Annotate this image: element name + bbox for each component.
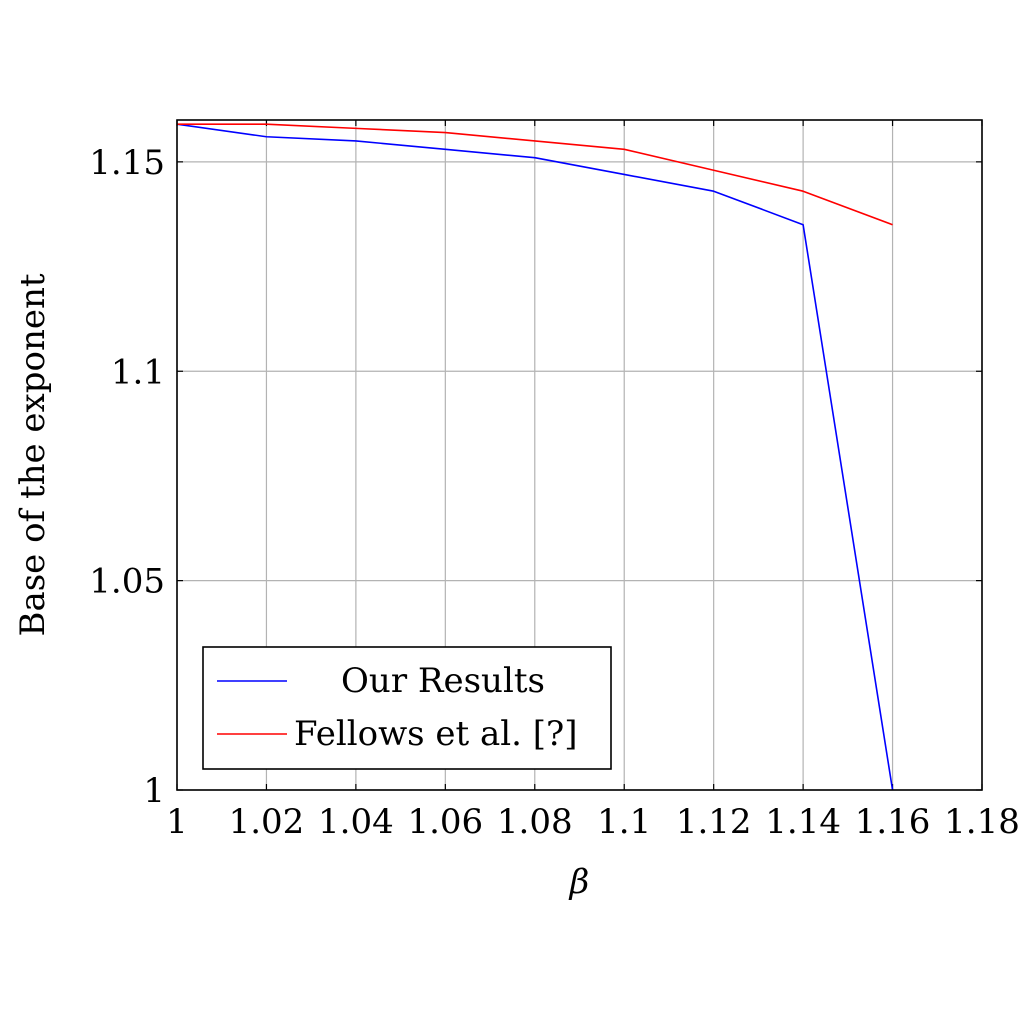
x-tick-label: 1.02	[229, 802, 305, 842]
y-tick-label: 1.15	[89, 143, 165, 183]
x-tick-label: 1.14	[765, 802, 841, 842]
x-tick-label: 1.08	[497, 802, 573, 842]
x-tick-label: 1	[166, 802, 188, 842]
y-axis-label: Base of the exponent	[13, 273, 53, 636]
y-tick-label: 1.05	[89, 562, 165, 602]
legend: Our Results Fellows et al. [?]	[202, 646, 612, 770]
x-tick-label: 1.18	[944, 802, 1020, 842]
x-tick-label: 1.1	[597, 802, 651, 842]
plot-frame	[176, 119, 983, 791]
x-axis-label: β	[568, 862, 590, 902]
series-line-1	[177, 123, 893, 226]
x-tick-labels: 1 1.02 1.04 1.06 1.08 1.1 1.12 1.14 1.16 1.18	[166, 802, 1020, 842]
y-tick-label: 1.1	[111, 352, 165, 392]
series-line-0	[176, 123, 894, 791]
legend-label-our-results: Our Results	[341, 661, 545, 701]
x-tick-label: 1.16	[855, 802, 931, 842]
legend-box	[202, 646, 612, 770]
y-tick-label: 1	[143, 771, 165, 811]
y-tick-labels: 1 1.05 1.1 1.15	[89, 143, 165, 811]
series-lines	[176, 123, 894, 791]
legend-label-fellows: Fellows et al. [?]	[294, 714, 578, 754]
x-tick-label: 1.06	[407, 802, 483, 842]
x-tick-label: 1.12	[676, 802, 752, 842]
x-tick-label: 1.04	[318, 802, 394, 842]
